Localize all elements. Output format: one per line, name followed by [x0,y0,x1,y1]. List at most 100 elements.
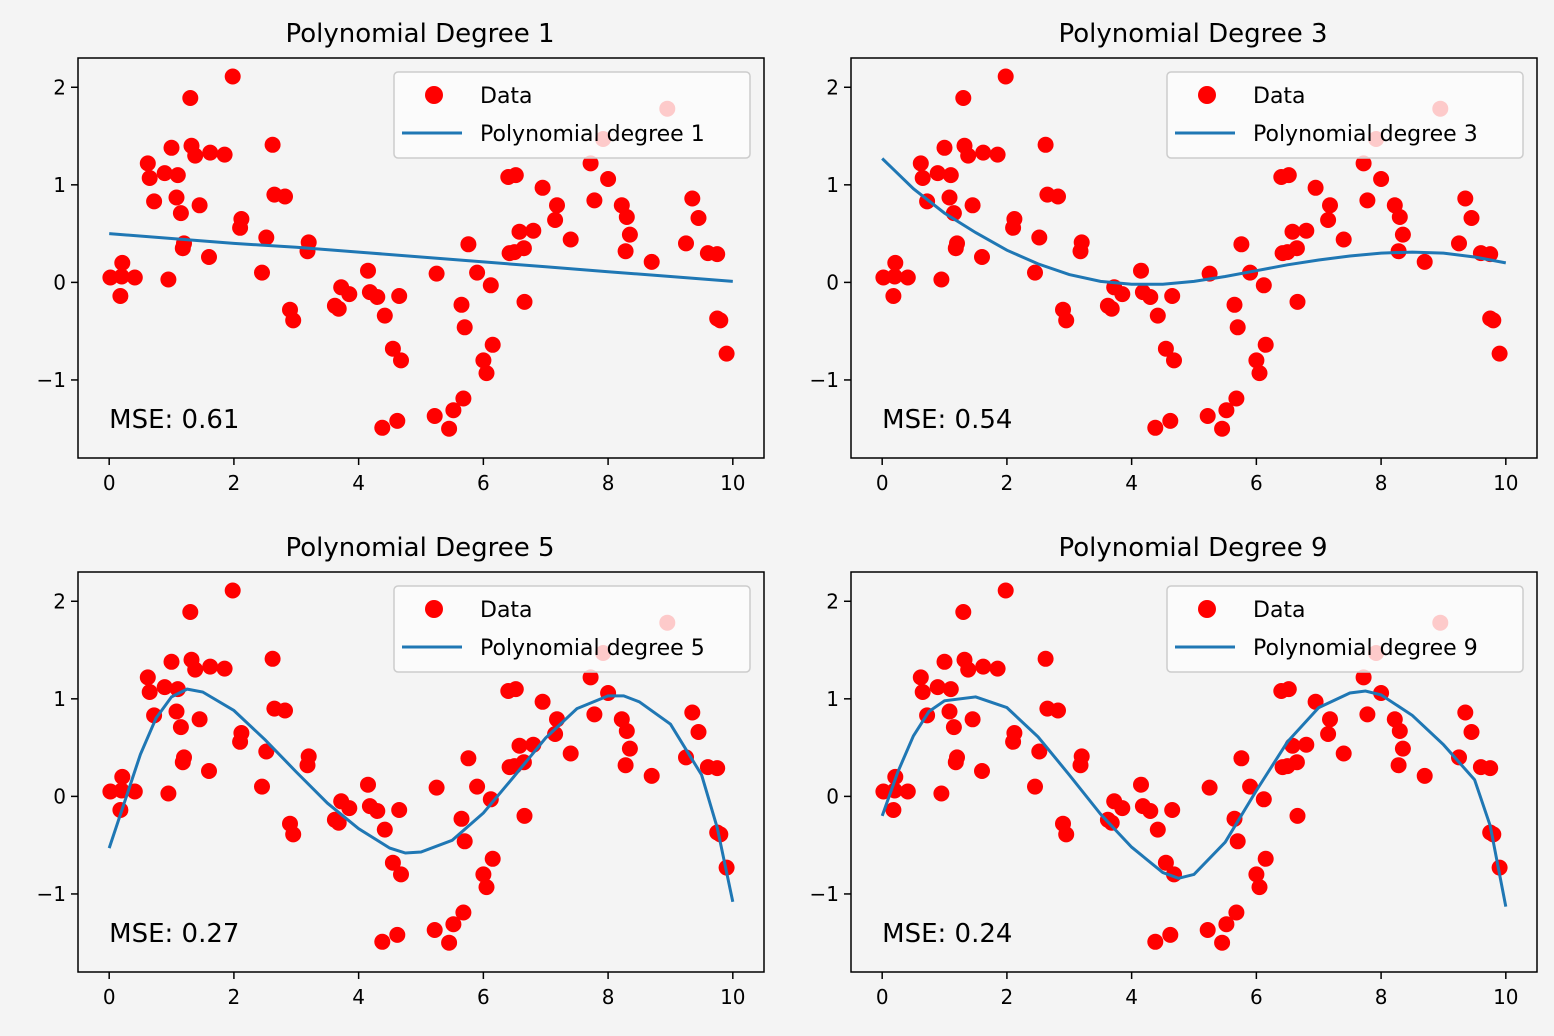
data-point [899,783,916,800]
data-point [1359,706,1376,723]
data-point [600,171,617,187]
data-point [699,245,716,262]
data-point [1242,778,1259,795]
data-point [389,412,406,429]
data-point [1157,854,1174,871]
data-point [997,582,1014,599]
data-point [1149,307,1166,324]
data-point [384,340,401,357]
data-point [699,759,716,776]
data-point [914,684,931,700]
data-point [1463,724,1480,740]
data-point [885,288,902,304]
data-point [621,226,638,243]
data-point [1166,352,1182,369]
legend-label: Polynomial degree 5 [480,636,705,661]
data-point [955,604,972,620]
data-point [933,785,950,802]
x-tick-label: 10 [720,471,745,495]
data-point [1162,926,1179,943]
data-point [1229,833,1246,850]
data-point [1472,759,1489,776]
data-point [1142,289,1159,305]
x-tick-label: 0 [876,471,889,495]
data-point [1031,229,1048,246]
data-point [478,365,495,382]
data-point [113,268,130,285]
subplot-title: Polynomial Degree 5 [285,533,554,563]
data-point [885,802,902,818]
subplot-title: Polynomial Degree 9 [1058,533,1327,563]
data-point [964,197,981,214]
data-point [1133,262,1149,279]
data-point [933,271,950,288]
data-point [469,264,486,281]
y-tick-label: 0 [53,784,66,808]
data-point [534,179,551,196]
data-point [1257,336,1274,353]
data-point [475,866,492,883]
legend-box [1166,585,1524,673]
data-point [374,933,391,950]
data-point [964,711,981,728]
axes-frame [77,571,765,973]
data-point [1322,197,1338,214]
data-point [1255,791,1272,808]
data-point [1416,767,1433,784]
data-point [1162,412,1179,429]
data-point [168,189,185,206]
data-point [1373,171,1390,187]
x-tick-label: 8 [1375,471,1388,495]
data-point [1335,745,1352,762]
data-point [360,262,376,279]
data-point [547,726,564,742]
subplot-degree-5: Polynomial Degree 5 0 2 4 6 8 10 −1 0 1 2 MSE: 0.2… [37,533,765,1009]
data-point [1233,750,1250,767]
data-point [955,90,972,106]
y-tick-label: 0 [826,784,839,808]
data-point [426,922,443,938]
data-point [391,288,408,304]
data-point [254,264,270,281]
data-point [391,802,408,818]
data-point [1103,814,1120,831]
data-point [643,767,660,784]
data-point [146,707,163,724]
data-point [562,231,579,248]
data-point [684,190,701,207]
data-point [515,240,532,257]
legend: Data Polynomial degree 5 [393,585,751,673]
data-point [1147,419,1164,436]
data-point [511,737,528,754]
data-point [172,205,189,222]
legend-label: Data [1253,598,1306,623]
legend: Data Polynomial degree 3 [1166,71,1524,159]
x-tick-label: 6 [1250,471,1263,495]
data-point [507,681,524,698]
legend-marker-data [1198,600,1216,618]
legend-label: Data [1253,84,1306,109]
x-tick-label: 0 [876,985,889,1009]
data-point [1251,365,1268,382]
legend-marker-data [425,600,443,618]
data-point [300,748,317,765]
data-point [1199,408,1216,424]
data-point [1451,749,1467,766]
data-point [374,419,391,436]
legend: Data Polynomial degree 1 [393,71,751,159]
data-point [201,763,217,779]
data-point [258,743,275,760]
data-point [997,68,1014,85]
data-point [360,776,376,793]
legend-label: Data [480,598,533,623]
subplot-degree-3: Polynomial Degree 3 0 2 4 6 8 10 −1 0 1 2 MSE: 0.5… [810,19,1538,495]
data-point [1451,235,1467,252]
data-point [960,147,977,164]
data-point [441,934,458,951]
data-point [191,711,208,728]
data-point [1288,754,1305,771]
data-point [1164,802,1181,818]
data-point [942,681,959,698]
data-point [1201,779,1218,796]
legend-marker-data [1198,86,1216,104]
